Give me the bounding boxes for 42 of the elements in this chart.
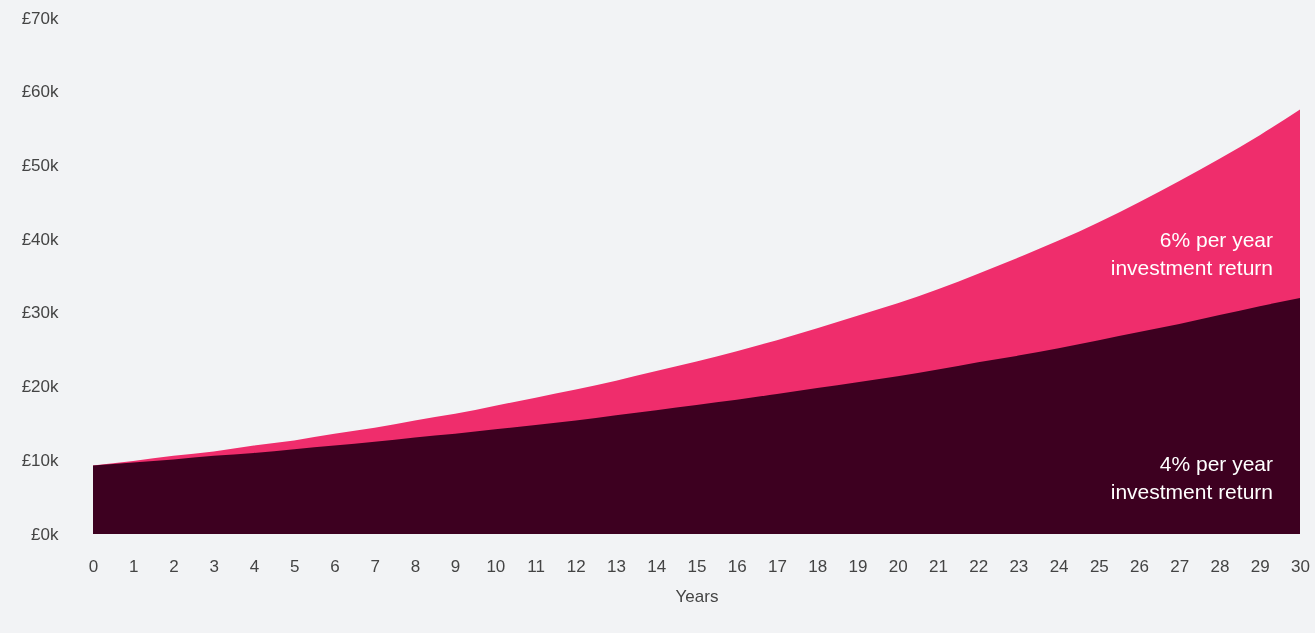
x-tick-label: 27 [1170, 556, 1190, 576]
x-tick-label: 3 [209, 556, 219, 576]
x-tick-label: 14 [647, 556, 667, 576]
x-tick-label: 9 [450, 556, 461, 576]
x-tick-label: 30 [1291, 556, 1310, 576]
x-tick-label: 0 [88, 556, 99, 576]
x-axis-title: Years [675, 586, 719, 606]
x-tick-label: 17 [768, 556, 787, 576]
x-tick-label: 4 [249, 556, 260, 576]
series-label: 6% per year investment return [1110, 227, 1273, 279]
x-tick-label: 1 [129, 556, 139, 576]
x-tick-label: 21 [928, 556, 948, 576]
x-tick-label: 29 [1250, 556, 1270, 576]
x-tick-label: 20 [888, 556, 908, 576]
y-tick-label: £40k [21, 229, 59, 249]
x-tick-label: 15 [687, 556, 707, 576]
x-tick-label: 7 [370, 556, 380, 576]
x-tick-label: 10 [486, 556, 506, 576]
y-tick-label: £50k [21, 155, 59, 175]
x-tick-label: 8 [410, 556, 421, 576]
x-tick-label: 13 [607, 556, 626, 576]
x-tick-label: 11 [527, 556, 545, 576]
y-tick-label: £10k [21, 450, 59, 470]
x-tick-label: 22 [969, 556, 989, 576]
x-tick-label: 19 [848, 556, 868, 576]
x-tick-label: 24 [1049, 556, 1069, 576]
x-tick-label: 5 [289, 556, 300, 576]
y-tick-label: £70k [21, 8, 59, 28]
x-tick-label: 6 [330, 556, 340, 576]
x-tick-label: 28 [1210, 556, 1230, 576]
x-tick-label: 18 [808, 556, 828, 576]
x-tick-label: 26 [1130, 556, 1150, 576]
y-tick-label: £0k [31, 524, 59, 544]
x-tick-label: 25 [1089, 556, 1109, 576]
x-tick-label: 16 [727, 556, 747, 576]
y-tick-label: £60k [21, 82, 59, 102]
x-tick-label: 23 [1009, 556, 1029, 576]
y-tick-label: £30k [21, 303, 59, 323]
series-label: 4% per year investment return [1110, 452, 1273, 504]
x-tick-label: 2 [169, 556, 179, 576]
x-tick-label: 12 [566, 556, 586, 576]
y-tick-label: £20k [21, 377, 59, 397]
